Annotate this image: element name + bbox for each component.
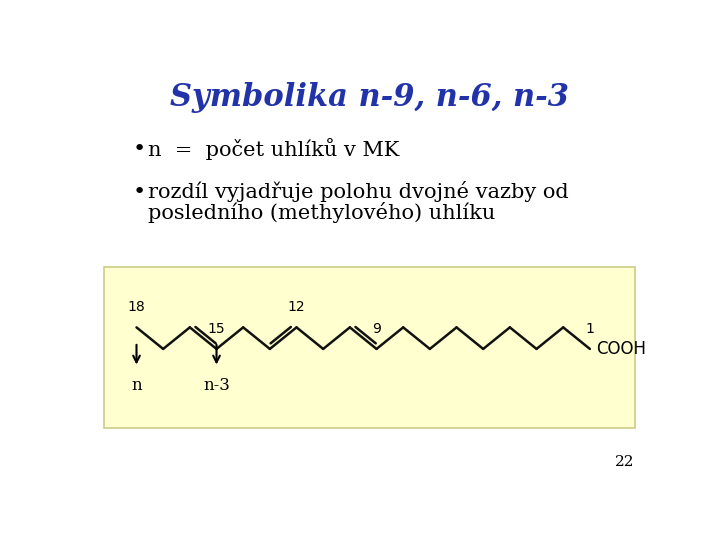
Text: 18: 18 xyxy=(127,300,145,314)
Text: 15: 15 xyxy=(207,322,225,336)
Text: n: n xyxy=(131,377,142,394)
Text: •: • xyxy=(132,182,146,202)
Text: n-3: n-3 xyxy=(203,377,230,394)
Text: Symbolika n-9, n-6, n-3: Symbolika n-9, n-6, n-3 xyxy=(169,82,569,113)
Text: 12: 12 xyxy=(288,300,305,314)
Text: posledního (methylového) uhlíku: posledního (methylového) uhlíku xyxy=(148,202,495,223)
Text: 22: 22 xyxy=(616,455,635,469)
Text: 9: 9 xyxy=(372,322,381,336)
Text: n  =  počet uhlíků v MK: n = počet uhlíků v MK xyxy=(148,138,400,160)
Text: COOH: COOH xyxy=(596,340,646,358)
Text: rozdíl vyjadřuje polohu dvojné vazby od: rozdíl vyjadřuje polohu dvojné vazby od xyxy=(148,181,569,202)
Text: •: • xyxy=(132,139,146,159)
Bar xyxy=(104,267,635,428)
Text: 1: 1 xyxy=(585,322,594,336)
